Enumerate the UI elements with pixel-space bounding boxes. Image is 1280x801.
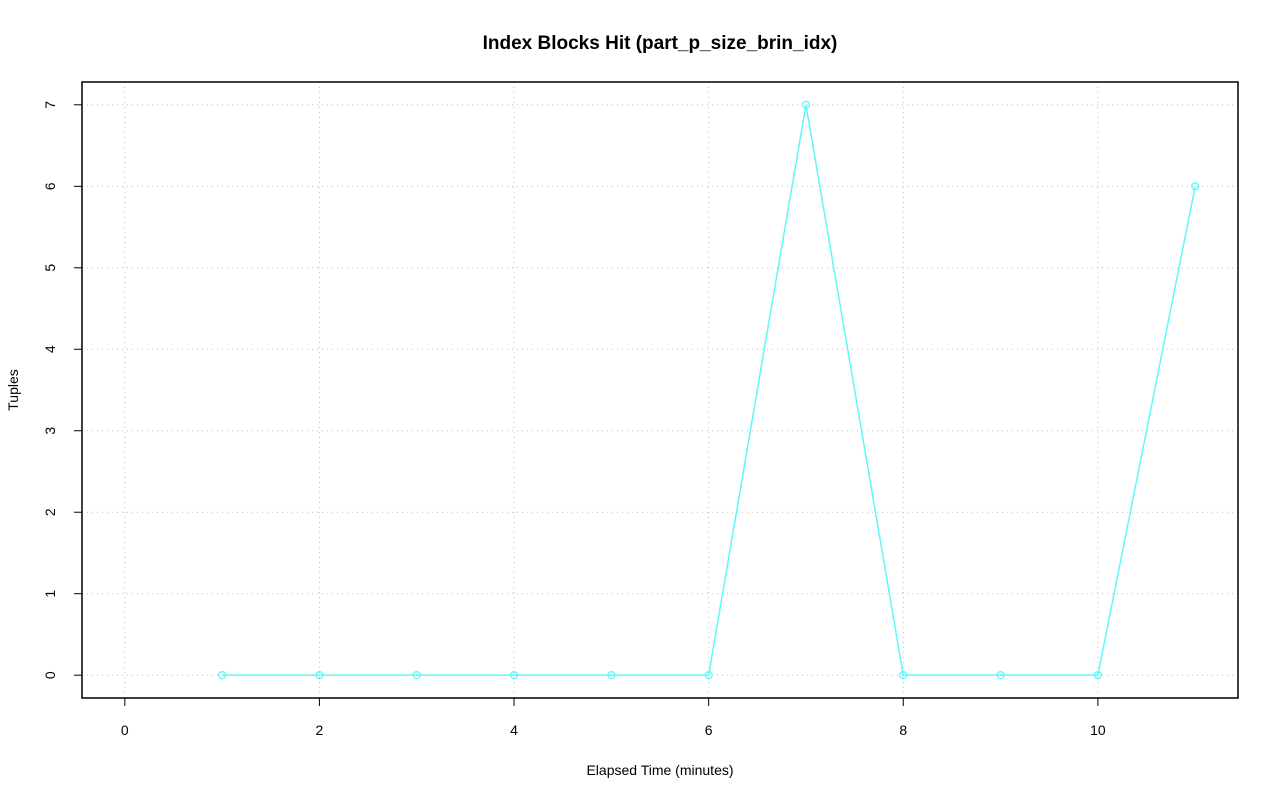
point: [412, 671, 421, 680]
y-tick-label: 2: [42, 508, 58, 516]
point: [607, 671, 616, 680]
point: [996, 671, 1005, 680]
chart-title: Index Blocks Hit (part_p_size_brin_idx): [483, 33, 838, 54]
x-tick-label: 0: [121, 722, 129, 738]
point: [509, 671, 519, 680]
y-tick-label: 4: [42, 345, 58, 353]
point: [899, 671, 908, 680]
x-tick-label: 2: [316, 722, 324, 738]
x-axis-label: Elapsed Time (minutes): [586, 762, 733, 778]
x-tick-label: 6: [705, 722, 713, 738]
point: [217, 671, 227, 680]
plot-frame: [81, 81, 1239, 699]
point: [801, 100, 811, 109]
point: [1191, 182, 1200, 191]
y-tick-label: 3: [42, 427, 58, 435]
point: [704, 671, 713, 680]
series-line: [222, 104, 1196, 676]
x-tick-label: 4: [510, 722, 518, 738]
y-tick-label: 5: [42, 264, 58, 272]
x-tick-label: 8: [899, 722, 907, 738]
y-tick-label: 7: [42, 101, 58, 109]
y-tick-label: 6: [42, 182, 58, 190]
x-tick-label: 10: [1090, 722, 1106, 738]
y-tick-label: 1: [42, 590, 58, 598]
y-axis-label: Tuples: [5, 369, 21, 411]
point: [315, 671, 324, 680]
point: [1093, 671, 1103, 680]
y-tick-label: 0: [42, 671, 58, 679]
